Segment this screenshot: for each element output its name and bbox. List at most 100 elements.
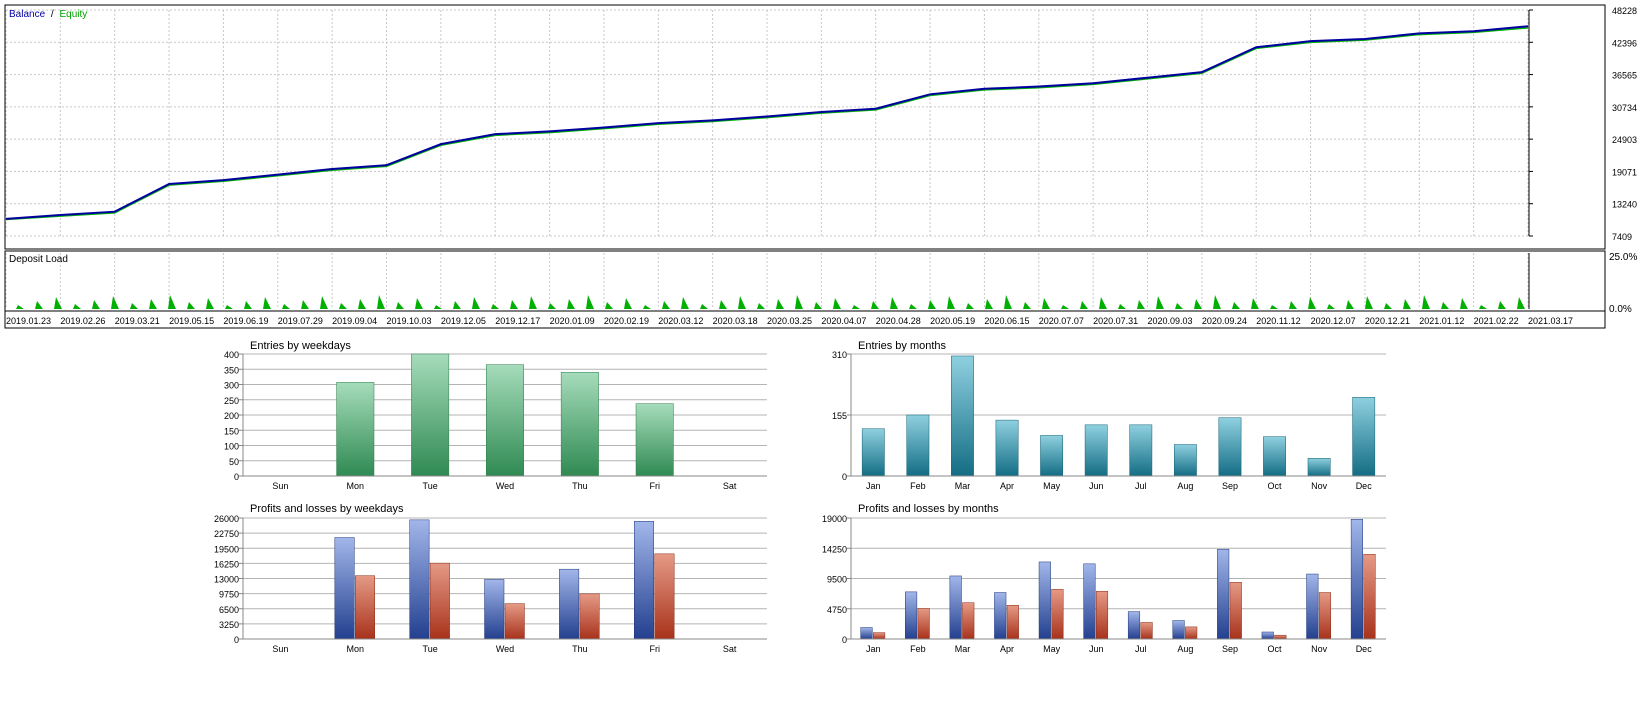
bar <box>951 355 974 477</box>
date-tick-label: 2020.05.19 <box>930 316 975 326</box>
x-tick-label: Tue <box>423 481 438 491</box>
y-tick-label: 4750 <box>827 605 847 615</box>
bar-losses <box>1095 590 1109 640</box>
bar-losses <box>917 608 930 640</box>
load-spike <box>1384 303 1392 309</box>
load-spike <box>890 297 898 309</box>
load-spike <box>909 304 917 309</box>
y-tick-label: 42396 <box>1612 38 1637 48</box>
x-tick-label: Dec <box>1356 644 1373 654</box>
load-spike <box>1042 298 1050 309</box>
load-spike <box>434 305 442 309</box>
load-spike <box>624 298 632 309</box>
bar-losses <box>654 553 675 640</box>
load-spike <box>111 296 119 309</box>
bar <box>1040 435 1064 477</box>
bar <box>411 353 450 477</box>
load-spike <box>187 302 195 309</box>
x-tick-label: May <box>1043 644 1061 654</box>
x-tick-label: Mon <box>347 644 365 654</box>
load-spike <box>1498 301 1506 309</box>
x-tick-label: Feb <box>910 644 926 654</box>
bar <box>1352 397 1376 477</box>
y-tick-label: 13000 <box>214 575 239 585</box>
x-tick-label: Mar <box>955 644 971 654</box>
bar-losses <box>1051 589 1064 640</box>
bar-losses <box>429 562 450 640</box>
load-spike <box>795 295 803 309</box>
y-tick-label: 3250 <box>219 620 239 630</box>
y-tick-label: 0 <box>234 472 239 482</box>
load-spike <box>833 298 841 309</box>
load-spike <box>586 295 594 309</box>
load-spike <box>54 297 62 309</box>
y-tick-label: 350 <box>224 365 239 375</box>
load-spike <box>35 301 43 309</box>
load-spike <box>358 299 366 309</box>
load-spike <box>1517 297 1525 309</box>
bar-losses <box>1185 626 1198 640</box>
y-tick-label: 250 <box>224 396 239 406</box>
load-spike <box>1232 302 1240 309</box>
load-spike <box>662 301 670 309</box>
deposit-load-label: Deposit Load <box>9 254 68 265</box>
x-tick-label: Tue <box>423 644 438 654</box>
y-tick-label: 6500 <box>219 605 239 615</box>
date-tick-label: 2020.01.09 <box>550 316 595 326</box>
load-spike <box>738 296 746 309</box>
date-tick-label: 2020.04.28 <box>876 316 921 326</box>
date-tick-label: 2020.03.25 <box>767 316 812 326</box>
y-tick-label: 16250 <box>214 559 239 569</box>
load-spike <box>985 299 993 309</box>
load-spike <box>16 305 24 309</box>
load-spike <box>472 297 480 309</box>
load-spike <box>1479 305 1487 309</box>
x-tick-label: Sun <box>272 481 288 491</box>
bar-losses <box>962 602 975 640</box>
x-tick-label: Jul <box>1135 481 1147 491</box>
date-tick-label: 2019.10.03 <box>387 316 432 326</box>
date-tick-label: 2020.07.07 <box>1039 316 1084 326</box>
load-spike <box>1365 296 1373 309</box>
load-spike <box>700 304 708 309</box>
load-spike <box>643 305 651 309</box>
date-tick-label: 2019.03.21 <box>115 316 160 326</box>
load-spike <box>1023 302 1031 309</box>
load-spike <box>453 301 461 309</box>
load-spike <box>871 301 879 309</box>
load-spike <box>852 305 860 309</box>
load-spike <box>1308 297 1316 309</box>
load-spike <box>605 302 613 309</box>
date-tick-label: 2020.07.31 <box>1093 316 1138 326</box>
bar-profits <box>1083 563 1096 640</box>
entries-by-months-chart: Entries by months 0 155 310 Jan Feb Mar Apr May J… <box>832 340 1386 491</box>
date-tick-label: 2019.06.19 <box>223 316 268 326</box>
load-spike <box>548 303 556 309</box>
x-tick-label: Jun <box>1089 481 1104 491</box>
x-tick-label: Mon <box>347 481 365 491</box>
bar-profits <box>1306 573 1319 640</box>
y-tick-label: 50 <box>229 457 239 467</box>
bar-profits <box>1261 631 1274 640</box>
x-tick-label: Aug <box>1177 644 1193 654</box>
bar-losses <box>873 632 886 640</box>
bar <box>1129 424 1153 477</box>
entries-by-weekdays-chart: Entries by weekdays 0 50 100 150 200 250 300 350… <box>224 340 767 491</box>
x-tick-label: Fri <box>649 481 660 491</box>
y-tick-label: 100 <box>224 442 239 452</box>
load-spike <box>776 299 784 309</box>
y-tick-label: 22750 <box>214 529 239 539</box>
x-tick-label: Jan <box>866 644 881 654</box>
bar-profits <box>1127 611 1141 640</box>
date-axis-strip <box>4 310 1606 329</box>
y-tick-label: 0 <box>842 635 847 645</box>
date-tick-label: 2021.03.17 <box>1528 316 1573 326</box>
legend-equity: Equity <box>59 9 87 20</box>
bar-profits <box>634 521 654 640</box>
bar-losses <box>1229 582 1242 640</box>
load-spike <box>73 304 81 309</box>
date-tick-label: 2019.09.04 <box>332 316 377 326</box>
series-line-equity <box>5 27 1529 221</box>
bar-profits <box>1350 519 1363 640</box>
load-spike <box>1080 301 1088 309</box>
